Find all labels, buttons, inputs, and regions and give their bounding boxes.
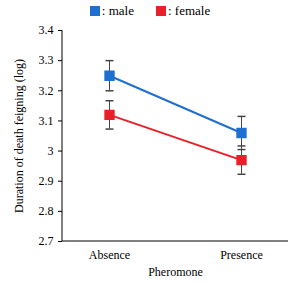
svg-text:Presence: Presence [220,248,263,262]
svg-text:Duration of death feigning (lo: Duration of death feigning (log) [12,59,26,213]
svg-text:3: 3 [48,144,54,158]
svg-text:Absence: Absence [89,248,130,262]
html-text:: female: : female [168,3,211,18]
svg-text:Pheromone: Pheromone [148,265,203,279]
svg-text:2.7: 2.7 [39,234,54,248]
html-text:: male: : male [101,3,134,18]
svg-text:3.4: 3.4 [39,23,54,37]
svg-text:3.2: 3.2 [39,84,54,98]
svg-text:2.8: 2.8 [39,204,54,218]
svg-text:3.1: 3.1 [39,114,54,128]
svg-text:3.3: 3.3 [39,53,54,67]
svg-text:2.9: 2.9 [39,174,54,188]
